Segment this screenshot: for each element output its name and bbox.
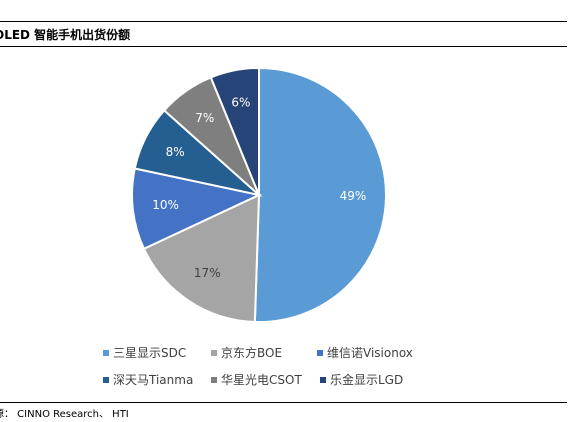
legend-label: 维信诺Visionox: [327, 346, 413, 360]
pie-slice: [253, 66, 387, 323]
bottom-rule: [0, 402, 567, 403]
title-rule: [0, 46, 567, 47]
legend-label: 京东方BOE: [221, 346, 283, 360]
legend-swatch: [103, 376, 109, 383]
legend-item: 深天马Tianma: [103, 371, 193, 388]
legend-item: 三星显示SDC: [103, 344, 186, 361]
source-note: 源： CINNO Research、 HTI: [0, 409, 129, 420]
legend-swatch: [211, 349, 217, 356]
pie-slice: [209, 66, 260, 196]
legend-label: 华星光电CSOT: [221, 373, 302, 387]
legend-item: 京东方BOE: [211, 344, 282, 361]
legend-item: 维信诺Visionox: [317, 344, 413, 361]
slice-value-label: 49%: [340, 189, 367, 203]
slice-value-label: 7%: [195, 111, 214, 125]
slice-value-label: 17%: [194, 266, 221, 280]
legend-item: 乐金显示LGD: [320, 371, 403, 388]
slice-value-label: 8%: [166, 145, 185, 159]
slice-value-label: 10%: [152, 198, 179, 212]
legend-label: 三星显示SDC: [113, 346, 187, 360]
legend-swatch: [211, 376, 217, 383]
legend-item: 华星光电CSOT: [211, 371, 302, 388]
legend-label: 乐金显示LGD: [330, 373, 404, 387]
legend-swatch: [317, 349, 323, 356]
chart-title: OLED 智能手机出货份额: [0, 28, 131, 42]
legend-label: 深天马Tianma: [113, 373, 194, 387]
pie-slice: [142, 193, 261, 323]
legend-swatch: [103, 349, 109, 356]
top-rule: [0, 21, 567, 22]
slice-value-label: 6%: [231, 95, 250, 109]
legend-swatch: [320, 376, 326, 383]
